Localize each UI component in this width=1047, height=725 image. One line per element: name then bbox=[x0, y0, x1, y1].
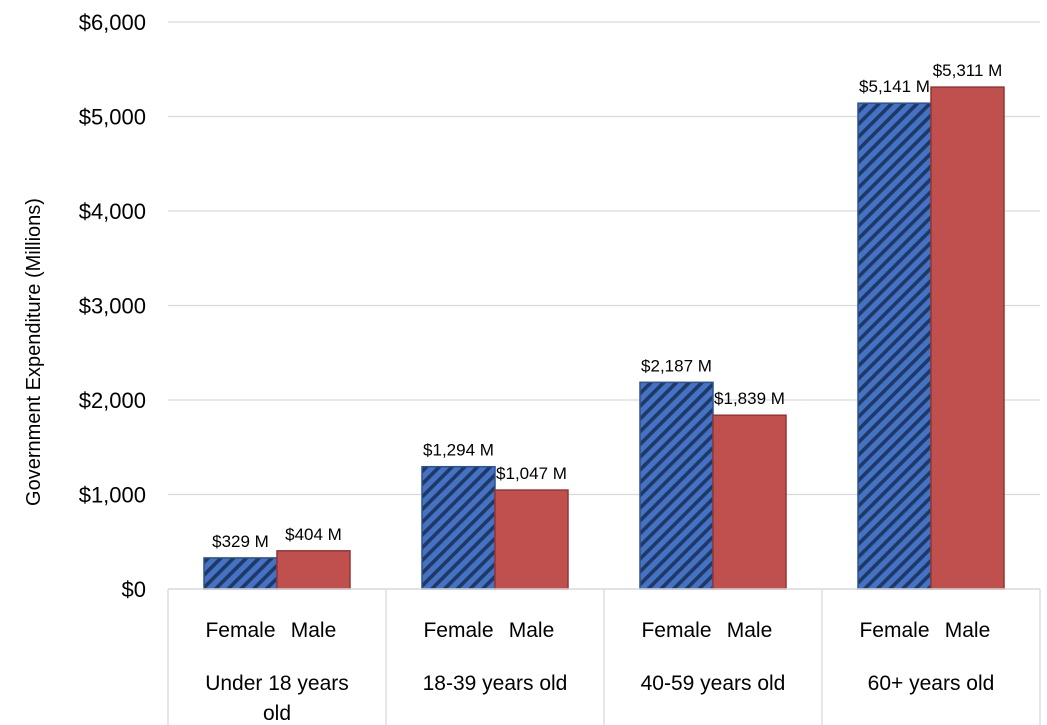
bar-female bbox=[203, 557, 278, 590]
data-label: $1,839 M bbox=[714, 389, 785, 408]
y-tick-label: $3,000 bbox=[79, 294, 146, 319]
category-label: 18-39 years old bbox=[423, 672, 568, 695]
y-tick-label: $5,000 bbox=[79, 105, 146, 130]
series-tick-label: Male bbox=[291, 619, 337, 642]
bar-female bbox=[639, 381, 714, 590]
bar-female bbox=[421, 465, 496, 590]
y-tick-label: $6,000 bbox=[79, 10, 146, 35]
y-tick-label: $2,000 bbox=[79, 388, 146, 413]
series-tick-label: Female bbox=[641, 619, 711, 642]
data-label: $404 M bbox=[285, 525, 342, 544]
bar-male bbox=[494, 489, 569, 590]
y-axis-label: Government Expenditure (Millions) bbox=[23, 198, 45, 506]
y-axis-ticks: $0 $1,000 $2,000 $3,000 $4,000 $5,000 $6,000 bbox=[79, 10, 146, 602]
bar-male bbox=[930, 86, 1005, 590]
category-label: 60+ years old bbox=[868, 672, 995, 695]
y-tick-label: $1,000 bbox=[79, 483, 146, 508]
x-axis: Female Male Under 18 years old Female Male 18-… bbox=[167, 588, 1041, 725]
series-tick-label: Female bbox=[205, 619, 275, 642]
bar-male bbox=[276, 550, 351, 590]
series-tick-label: Female bbox=[423, 619, 493, 642]
bars bbox=[203, 86, 1005, 590]
series-tick-label: Male bbox=[945, 619, 991, 642]
series-tick-label: Male bbox=[509, 619, 555, 642]
series-tick-label: Female bbox=[859, 619, 929, 642]
data-label: $329 M bbox=[212, 532, 269, 551]
data-label: $1,047 M bbox=[496, 464, 567, 483]
category-label: Under 18 years old bbox=[205, 672, 349, 725]
y-tick-label: $4,000 bbox=[79, 199, 146, 224]
data-labels: $329 M $404 M $1,294 M$1,047 M $2,187 M$1,8… bbox=[212, 61, 1002, 551]
data-label: $5,141 M bbox=[859, 77, 930, 96]
data-label: $2,187 M bbox=[641, 356, 712, 375]
series-tick-label: Male bbox=[727, 619, 773, 642]
category-label: 40-59 years old bbox=[641, 672, 786, 695]
bar-female bbox=[857, 102, 932, 590]
data-label: $5,311 M bbox=[933, 61, 1003, 80]
bar-male bbox=[712, 414, 787, 590]
data-label: $1,294 M bbox=[423, 441, 494, 460]
y-tick-label: $0 bbox=[122, 577, 146, 602]
